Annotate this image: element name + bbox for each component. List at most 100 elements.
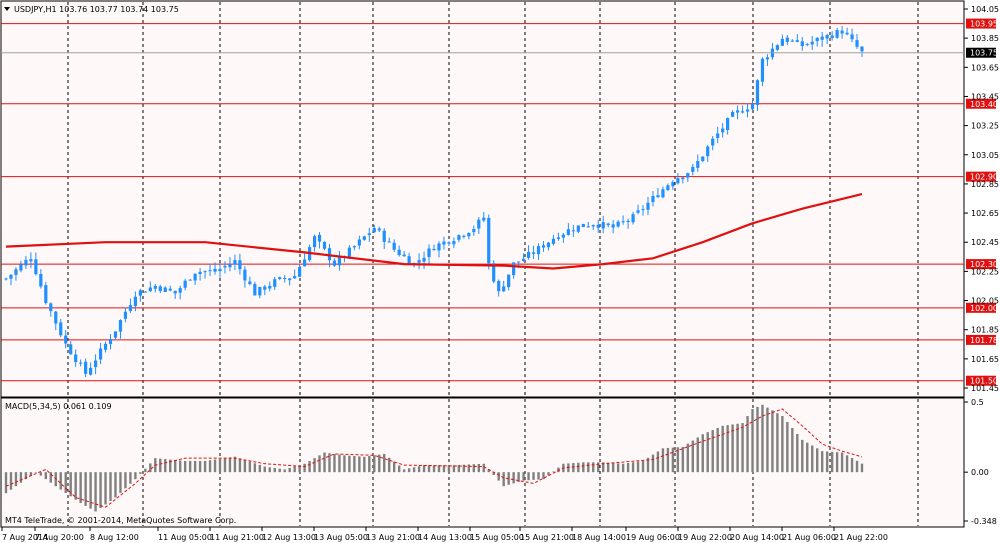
candle-body (74, 354, 78, 363)
macd-bar (646, 457, 650, 473)
price-panel (0, 0, 965, 398)
price-tick-label: 101.85 (971, 326, 999, 335)
macd-bar (855, 460, 859, 473)
candle-body (143, 291, 147, 293)
candle-body (248, 281, 252, 285)
macd-bar (353, 456, 356, 473)
candle-body (218, 268, 222, 272)
macd-bar (368, 456, 371, 473)
macd-bar (14, 472, 18, 487)
candle-body (691, 166, 695, 172)
candle-body (641, 209, 645, 211)
macd-bar (328, 453, 331, 473)
symbol-header-text: USDJPY,H1 103.76 103.77 103.74 103.75 (14, 5, 179, 14)
macd-bar (830, 451, 834, 473)
price-tick-label: 102.25 (971, 267, 999, 276)
candle-body (98, 348, 103, 360)
macd-bar (49, 472, 52, 483)
candle-body (213, 268, 217, 272)
macd-bar (233, 456, 237, 473)
macd-bar (651, 454, 655, 473)
macd-bar (517, 472, 520, 482)
time-tick-label: 18 Aug 14:00 (572, 533, 626, 542)
candle-body (626, 220, 630, 223)
macd-bar (397, 465, 401, 473)
candle-body (765, 57, 770, 60)
copyright-text: MT4 TeleTrade, © 2001-2014, MetaQuotes S… (5, 516, 236, 525)
macd-bar (522, 472, 525, 481)
candle-body (735, 110, 740, 113)
candle-body (407, 256, 411, 265)
time-tick-label: 8 Aug 12:00 (90, 533, 139, 542)
macd-bar (213, 459, 217, 473)
macd-bar (263, 466, 266, 473)
candle-body (337, 256, 342, 266)
candle-body (621, 221, 625, 223)
candle-body (596, 224, 600, 228)
candle-body (482, 217, 486, 221)
macd-bar (467, 464, 471, 473)
macd-signal-line (5, 408, 863, 508)
macd-bar (253, 463, 257, 473)
candle-body (785, 37, 789, 42)
candle-body (367, 233, 371, 236)
macd-bar (164, 459, 167, 473)
candle-body (123, 311, 128, 319)
macd-bar (64, 472, 67, 493)
macd-bar (188, 460, 192, 473)
macd-bar (850, 458, 854, 473)
macd-bar (801, 439, 804, 473)
candle-body (268, 285, 272, 289)
candle-body (536, 246, 541, 255)
macd-bar (89, 472, 92, 509)
macd-bar (149, 463, 152, 473)
price-tick-label: 103.05 (971, 151, 999, 160)
candle-body (551, 238, 556, 244)
candle-body (283, 277, 287, 279)
candle-body (686, 173, 690, 178)
macd-bar (79, 472, 82, 504)
macd-bar (283, 469, 286, 473)
candle-body (188, 279, 192, 281)
macd-bar (124, 472, 127, 489)
candle-body (472, 229, 476, 233)
macd-bar (472, 464, 476, 473)
candle-body (646, 202, 650, 210)
candle-body (750, 103, 755, 110)
candle-body (253, 283, 257, 296)
candle-body (656, 195, 660, 198)
macd-bar (348, 455, 351, 473)
level-price-tag-text: 102.90 (970, 173, 998, 182)
candle-body (178, 288, 182, 293)
time-tick-label: 14 Aug 13:00 (418, 533, 472, 542)
macd-bar (318, 455, 321, 473)
price-tick-label: 103.65 (971, 63, 999, 72)
macd-bar (696, 437, 699, 473)
price-tick-label: 103.25 (971, 122, 999, 131)
level-price-tag (966, 98, 996, 109)
candle-body (541, 245, 546, 248)
macd-bar (198, 460, 202, 473)
candle-body (556, 237, 561, 239)
candle-body (467, 233, 471, 237)
candle-body (208, 270, 212, 272)
level-price-tag (966, 171, 996, 182)
candle-body (586, 226, 590, 228)
macd-bar (820, 451, 824, 473)
candle-body (517, 261, 521, 263)
candle-body (447, 242, 451, 244)
macd-bar (527, 472, 530, 481)
candle-body (755, 80, 760, 105)
dropdown-triangle-icon[interactable] (4, 7, 10, 11)
price-tick-label: 103.85 (971, 34, 999, 43)
candle-body (173, 290, 177, 294)
macd-bar (288, 467, 291, 473)
macd-bar (845, 455, 849, 473)
macd-bar (402, 469, 406, 473)
candle-body (427, 248, 431, 258)
macd-bar (313, 458, 316, 473)
macd-bar (373, 455, 376, 473)
candle-body (4, 278, 8, 280)
candle-body (24, 259, 28, 266)
macd-bar (721, 425, 724, 473)
